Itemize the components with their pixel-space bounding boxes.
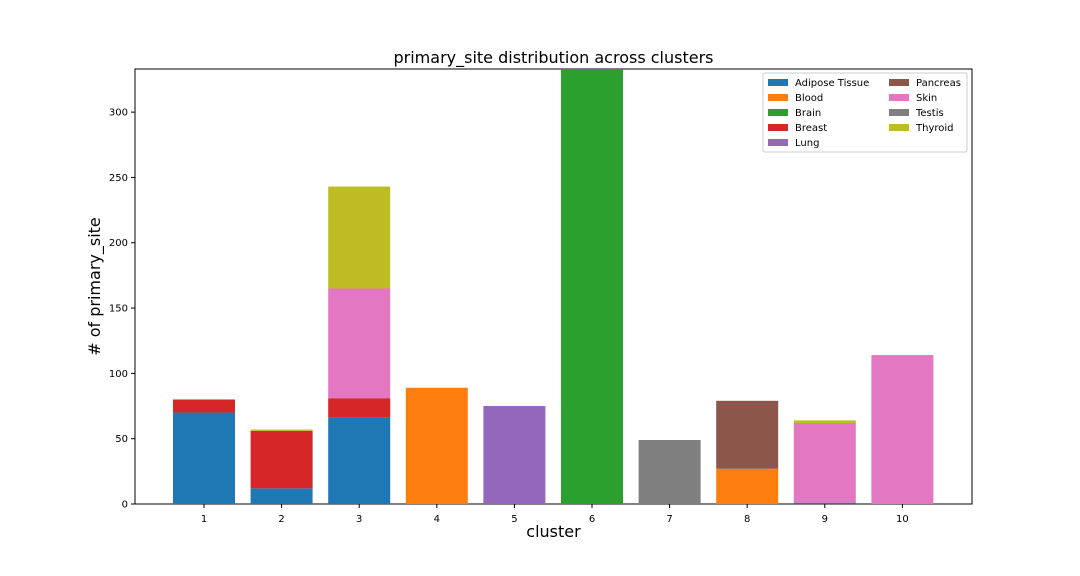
y-tick-label: 0 [122, 500, 128, 511]
legend-label: Blood [795, 93, 823, 104]
legend-label: Testis [915, 108, 944, 119]
y-tick-label: 150 [109, 304, 128, 315]
bar-segment [793, 502, 856, 504]
legend-swatch [768, 94, 788, 101]
x-tick-label: 10 [896, 514, 909, 525]
legend: Adipose Tissue Blood Brain Breast Lung Pancre… [762, 72, 968, 153]
x-tick-label: 9 [822, 514, 828, 525]
y-axis-label: # of primary_site [85, 217, 105, 356]
bar-segment [173, 412, 235, 504]
x-tick-label: 8 [744, 514, 750, 525]
legend-label: Brain [795, 108, 821, 119]
legend-label: Thyroid [915, 123, 954, 134]
bar-segment [716, 400, 779, 469]
legend-label: Pancreas [916, 78, 961, 89]
legend-swatch [889, 124, 909, 131]
y-tick-label: 50 [115, 434, 128, 445]
legend-label: Adipose Tissue [795, 78, 869, 89]
chart-title: primary_site distribution across cluster… [394, 48, 714, 68]
y-tick-label: 300 [109, 108, 128, 119]
bar-segment [638, 439, 701, 504]
x-tick-label: 5 [511, 514, 517, 525]
x-tick-label: 7 [666, 514, 672, 525]
legend-swatch [889, 79, 909, 86]
legend-box [762, 72, 968, 153]
y-tick-label: 250 [109, 173, 128, 184]
legend-swatch [889, 94, 909, 101]
legend-swatch [768, 109, 788, 116]
legend-label: Skin [916, 93, 937, 104]
bar-segment [250, 488, 313, 504]
x-axis-label: cluster [526, 522, 581, 541]
bar-segment [405, 387, 468, 504]
legend-swatch [768, 79, 788, 86]
bar-segment [328, 288, 391, 399]
x-ticks: 1 2 3 4 5 6 7 8 9 10 [201, 504, 909, 525]
x-tick-label: 3 [356, 514, 362, 525]
bar-segment [716, 468, 779, 504]
bar-segment [328, 417, 391, 504]
y-tick-label: 100 [109, 369, 128, 380]
bar-segment [483, 406, 546, 504]
bar-segment [793, 420, 856, 424]
x-tick-label: 6 [589, 514, 595, 525]
y-ticks: 0 50 100 150 200 250 300 [109, 108, 135, 511]
x-tick-label: 1 [201, 514, 207, 525]
legend-label: Lung [795, 138, 819, 149]
y-tick-label: 200 [109, 238, 128, 249]
bar-segment [871, 355, 934, 504]
bar-segment [328, 398, 391, 418]
legend-swatch [768, 124, 788, 131]
legend-swatch [889, 109, 909, 116]
bar-segment [328, 186, 391, 289]
legend-swatch [768, 139, 788, 146]
bar-segment [250, 429, 313, 431]
x-tick-label: 2 [278, 514, 284, 525]
bar-segment [173, 399, 235, 413]
bar-segment [250, 430, 313, 489]
bar-segment [793, 423, 856, 503]
legend-label: Breast [795, 123, 827, 134]
x-tick-label: 4 [434, 514, 440, 525]
bars-group [173, 69, 934, 504]
bar-segment [561, 69, 623, 504]
